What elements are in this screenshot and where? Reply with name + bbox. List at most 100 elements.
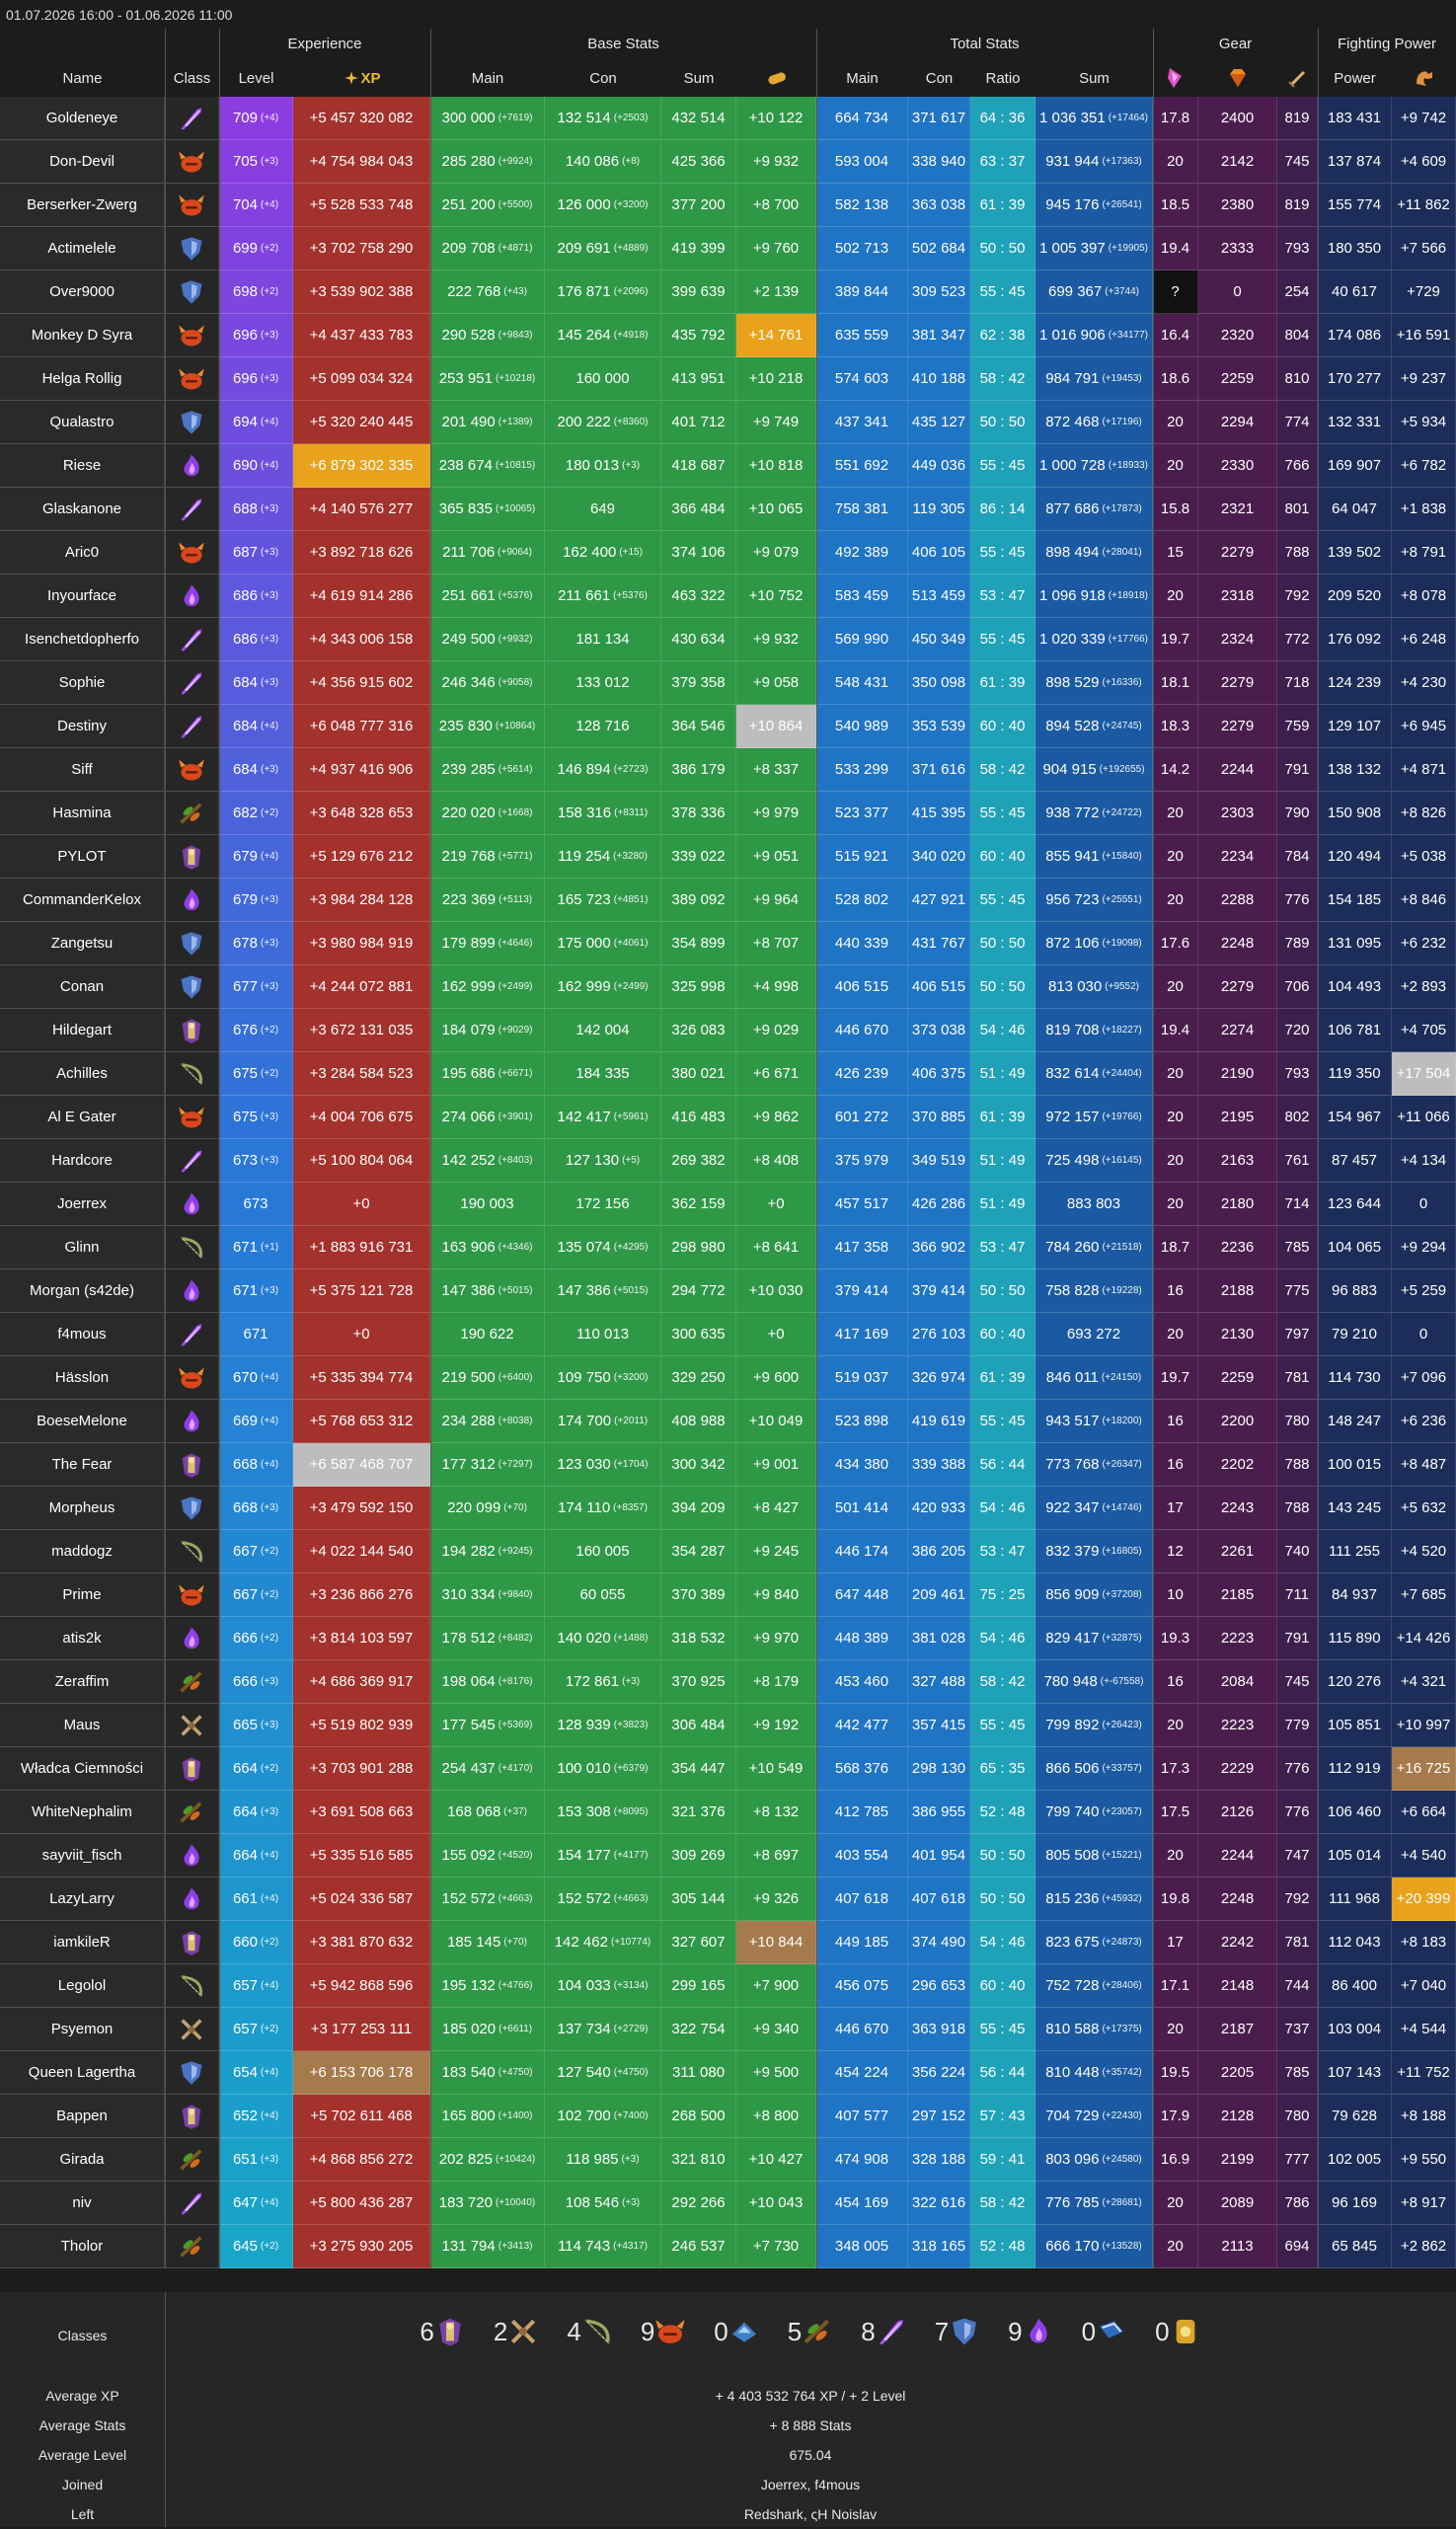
table-cell: +17 504: [1392, 1052, 1456, 1096]
column-header-text: Power: [1334, 69, 1376, 87]
cell-delta: (+16145): [1102, 1155, 1142, 1166]
table-cell: 129 107: [1318, 705, 1392, 748]
cell-value: 16: [1167, 1673, 1184, 1690]
table-cell: 523 898: [816, 1400, 908, 1443]
cell-delta: (+4): [260, 113, 279, 123]
column-header: Main: [430, 59, 545, 97]
table-cell: +7 685: [1392, 1573, 1456, 1617]
table-cell: 50 : 50: [970, 1269, 1035, 1313]
cell-delta: (+9245): [498, 1546, 533, 1557]
cell-value: 601 272: [834, 1109, 889, 1125]
table-cell: +3 177 253 111: [293, 2008, 430, 2051]
cell-delta: (+17873): [1102, 503, 1142, 514]
cell-value: 362 159: [671, 1195, 726, 1212]
cell-value: Monkey D Syra: [31, 327, 133, 344]
cell-value: 254 437: [441, 1760, 496, 1777]
cell-value: 61 : 39: [979, 196, 1026, 213]
cell-value: 102 005: [1327, 2151, 1382, 2168]
cell-value: 694: [1284, 2238, 1310, 2255]
table-cell: 150 908: [1318, 792, 1392, 835]
table-cell: 168 068 (+37): [430, 1791, 545, 1834]
cell-value: 327 607: [671, 1934, 726, 1951]
table-cell: 416 483: [661, 1096, 736, 1139]
cell-value: 943 517: [1045, 1413, 1100, 1429]
table-cell: +5 099 034 324: [293, 357, 430, 401]
cell-value: 802: [1284, 1109, 1310, 1125]
table-cell: 2400: [1198, 97, 1277, 140]
table-cell: 294 772: [661, 1269, 736, 1313]
cell-value: 523 898: [834, 1413, 889, 1429]
table-cell: 165 800 (+1400): [430, 2095, 545, 2138]
cell-value: 183 431: [1327, 110, 1382, 126]
table-cell: [165, 1400, 219, 1443]
cell-value: Bappen: [56, 2108, 108, 2124]
cell-value: +11 862: [1397, 196, 1450, 213]
cell-value: 327 488: [911, 1673, 966, 1690]
cell-value: 1 036 351: [1038, 110, 1106, 126]
cell-value: 2236: [1220, 1239, 1255, 1256]
cell-value: 58 : 42: [979, 2194, 1026, 2211]
table-cell: 791: [1277, 748, 1318, 792]
table-cell: 2242: [1198, 1921, 1277, 1964]
icon-flame: [178, 452, 205, 480]
table-cell: 329 250: [661, 1356, 736, 1400]
cell-value: 792: [1284, 1890, 1310, 1907]
cell-delta: (+3): [622, 460, 641, 471]
cell-value: +6 587 468 707: [309, 1456, 414, 1473]
table-cell: 20: [1153, 1704, 1198, 1747]
table-cell: 725 498 (+16145): [1035, 1139, 1153, 1183]
table-cell: 448 389: [816, 1617, 908, 1660]
cell-value: 406 515: [911, 978, 966, 995]
cell-value: 269 382: [671, 1152, 726, 1169]
cell-value: 246 537: [671, 2238, 726, 2255]
class-count: 6: [420, 2316, 465, 2347]
cell-value: 548 431: [834, 674, 889, 691]
table-cell: 155 774: [1318, 184, 1392, 227]
cell-value: 772: [1284, 631, 1310, 648]
table-cell: [165, 1791, 219, 1834]
table-cell: 635 559: [816, 314, 908, 357]
cell-value: +5 320 240 445: [309, 414, 414, 430]
icon-crossed: [507, 2316, 539, 2347]
cell-value: 174 086: [1327, 327, 1382, 344]
cell-value: 2190: [1220, 1065, 1255, 1082]
table-cell: 140 020 (+1488): [545, 1617, 661, 1660]
table-cell: 354 899: [661, 922, 736, 965]
table-cell: Destiny: [0, 705, 165, 748]
cell-delta: (+3): [260, 156, 279, 167]
cell-delta: (+24150): [1101, 1372, 1142, 1383]
cell-delta: (+3): [260, 677, 279, 688]
cell-value: 54 : 46: [979, 1630, 1026, 1647]
table-cell: 362 159: [661, 1183, 736, 1226]
table-cell: 784: [1277, 835, 1318, 879]
cell-value: 114 743: [558, 2238, 611, 2255]
table-cell: 0: [1392, 1183, 1456, 1226]
table-cell: +9 550: [1392, 2138, 1456, 2182]
cell-value: 339 022: [671, 848, 726, 865]
cell-value: 325 998: [671, 978, 726, 995]
table-cell: +6 664: [1392, 1791, 1456, 1834]
cell-value: 17.1: [1160, 1977, 1190, 1994]
cell-value: 415 395: [911, 805, 966, 821]
cell-delta: (+4): [260, 199, 279, 210]
cell-value: 676: [232, 1022, 258, 1038]
cell-value: 194 282: [441, 1543, 496, 1560]
cell-value: 129 107: [1327, 718, 1382, 734]
cell-delta: (+5961): [613, 1111, 649, 1122]
table-cell: 446 670: [816, 1009, 908, 1052]
cell-value: 380 021: [671, 1065, 726, 1082]
table-cell: 318 165: [908, 2225, 970, 2268]
table-cell: 170 277: [1318, 357, 1392, 401]
cell-delta: (+4): [260, 1850, 279, 1861]
table-cell: 14.2: [1153, 748, 1198, 792]
table-cell: [165, 97, 219, 140]
table-cell: 154 177 (+4177): [545, 1834, 661, 1878]
table-cell: 877 686 (+17873): [1035, 488, 1153, 531]
icon-shield: [178, 235, 205, 263]
table-cell: 172 861 (+3): [545, 1660, 661, 1704]
table-cell: 50 : 50: [970, 922, 1035, 965]
table-cell: +10 030: [736, 1269, 816, 1313]
table-cell: +3 479 592 150: [293, 1487, 430, 1530]
cell-value: 142 252: [441, 1152, 496, 1169]
table-cell: +4 437 433 783: [293, 314, 430, 357]
